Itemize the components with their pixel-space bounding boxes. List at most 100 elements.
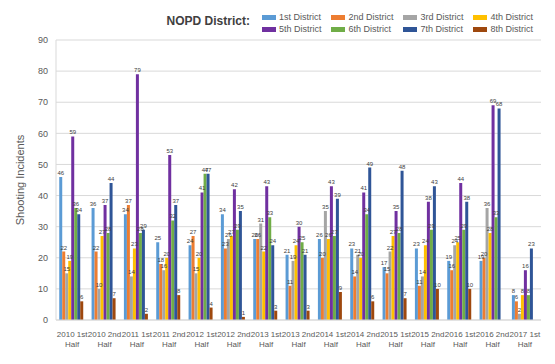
- svg-text:36: 36: [72, 201, 79, 207]
- svg-text:23: 23: [348, 241, 355, 247]
- svg-text:34: 34: [122, 207, 129, 213]
- svg-text:2010 1stHalf: 2010 1stHalf: [57, 330, 88, 349]
- svg-text:2016 2ndHalf: 2016 2ndHalf: [476, 330, 509, 349]
- svg-text:2: 2: [145, 307, 149, 313]
- svg-text:50: 50: [38, 160, 48, 170]
- svg-text:19: 19: [445, 254, 452, 260]
- svg-text:33: 33: [493, 210, 500, 216]
- svg-text:Shooting Incidents: Shooting Incidents: [14, 134, 26, 225]
- svg-text:0: 0: [43, 315, 48, 325]
- svg-text:35: 35: [237, 204, 244, 210]
- svg-text:28: 28: [487, 226, 494, 232]
- svg-text:10: 10: [96, 282, 103, 288]
- svg-text:25: 25: [154, 235, 161, 241]
- svg-text:30: 30: [296, 220, 303, 226]
- svg-text:6: 6: [371, 294, 375, 300]
- svg-text:60: 60: [38, 129, 48, 139]
- svg-text:80: 80: [38, 66, 48, 76]
- svg-text:34: 34: [363, 207, 370, 213]
- svg-text:2014 1stHalf: 2014 1stHalf: [315, 330, 346, 349]
- svg-text:8: 8: [177, 288, 181, 294]
- svg-text:34: 34: [219, 207, 226, 213]
- svg-text:14: 14: [128, 269, 135, 275]
- svg-text:2015 1stHalf: 2015 1stHalf: [380, 330, 411, 349]
- svg-text:8: 8: [512, 288, 516, 294]
- svg-text:18: 18: [157, 257, 164, 263]
- svg-text:7: 7: [403, 291, 407, 297]
- svg-text:25: 25: [299, 235, 306, 241]
- svg-text:35: 35: [393, 204, 400, 210]
- svg-text:11: 11: [287, 279, 294, 285]
- svg-text:15: 15: [193, 266, 200, 272]
- svg-text:40: 40: [38, 191, 48, 201]
- svg-text:41: 41: [360, 185, 367, 191]
- svg-text:37: 37: [172, 198, 179, 204]
- svg-text:68: 68: [496, 101, 503, 107]
- svg-text:46: 46: [57, 170, 64, 176]
- svg-text:20: 20: [481, 251, 488, 257]
- svg-text:2012 1stHalf: 2012 1stHalf: [186, 330, 217, 349]
- svg-text:59: 59: [69, 129, 76, 135]
- svg-text:22: 22: [387, 245, 394, 251]
- svg-text:29: 29: [140, 223, 147, 229]
- svg-text:70: 70: [38, 97, 48, 107]
- svg-text:24: 24: [422, 238, 429, 244]
- svg-text:27: 27: [228, 229, 235, 235]
- svg-text:42: 42: [231, 182, 238, 188]
- svg-text:6: 6: [515, 294, 519, 300]
- svg-text:43: 43: [328, 179, 335, 185]
- svg-text:16: 16: [522, 263, 529, 269]
- svg-text:8: 8: [521, 288, 525, 294]
- svg-text:32: 32: [169, 213, 176, 219]
- svg-text:6: 6: [80, 294, 84, 300]
- svg-text:14: 14: [351, 269, 358, 275]
- svg-text:31: 31: [257, 217, 264, 223]
- svg-text:38: 38: [463, 195, 470, 201]
- svg-text:1: 1: [242, 310, 246, 316]
- svg-text:2: 2: [518, 307, 522, 313]
- svg-text:23: 23: [528, 241, 535, 247]
- svg-text:43: 43: [431, 179, 438, 185]
- svg-text:2011 1stHalf: 2011 1stHalf: [122, 330, 153, 349]
- svg-text:53: 53: [166, 148, 173, 154]
- svg-text:20: 20: [196, 251, 203, 257]
- svg-text:19: 19: [66, 254, 73, 260]
- svg-text:8: 8: [527, 288, 531, 294]
- svg-text:3: 3: [274, 304, 278, 310]
- svg-text:17: 17: [381, 260, 388, 266]
- svg-text:28: 28: [396, 226, 403, 232]
- svg-text:2014 2ndHalf: 2014 2ndHalf: [346, 330, 379, 349]
- svg-text:26: 26: [254, 232, 261, 238]
- svg-text:22: 22: [60, 245, 67, 251]
- svg-text:37: 37: [125, 198, 132, 204]
- svg-text:2017 1stHalf: 2017 1stHalf: [509, 330, 540, 349]
- svg-text:90: 90: [38, 35, 48, 45]
- svg-text:27: 27: [190, 229, 197, 235]
- svg-text:39: 39: [334, 192, 341, 198]
- svg-text:10: 10: [466, 282, 473, 288]
- svg-text:10: 10: [434, 282, 441, 288]
- svg-text:29: 29: [234, 223, 241, 229]
- svg-text:24: 24: [269, 238, 276, 244]
- svg-text:20: 20: [357, 251, 364, 257]
- svg-text:44: 44: [457, 176, 464, 182]
- svg-text:16: 16: [448, 263, 455, 269]
- svg-text:9: 9: [339, 285, 343, 291]
- svg-text:2010 2ndHalf: 2010 2ndHalf: [88, 330, 121, 349]
- svg-text:26: 26: [316, 232, 323, 238]
- svg-text:36: 36: [484, 201, 491, 207]
- svg-text:2015 2ndHalf: 2015 2ndHalf: [411, 330, 444, 349]
- svg-text:4: 4: [209, 301, 213, 307]
- svg-text:7: 7: [112, 291, 116, 297]
- svg-text:10: 10: [38, 284, 48, 294]
- svg-text:2011 2ndHalf: 2011 2ndHalf: [153, 330, 186, 349]
- svg-text:36: 36: [90, 201, 97, 207]
- svg-text:24: 24: [187, 238, 194, 244]
- svg-text:11: 11: [416, 279, 423, 285]
- svg-text:2013 2ndHalf: 2013 2ndHalf: [282, 330, 315, 349]
- svg-text:47: 47: [205, 167, 212, 173]
- svg-text:29: 29: [428, 223, 435, 229]
- svg-text:22: 22: [93, 245, 100, 251]
- svg-text:3: 3: [306, 304, 310, 310]
- svg-text:25: 25: [454, 235, 461, 241]
